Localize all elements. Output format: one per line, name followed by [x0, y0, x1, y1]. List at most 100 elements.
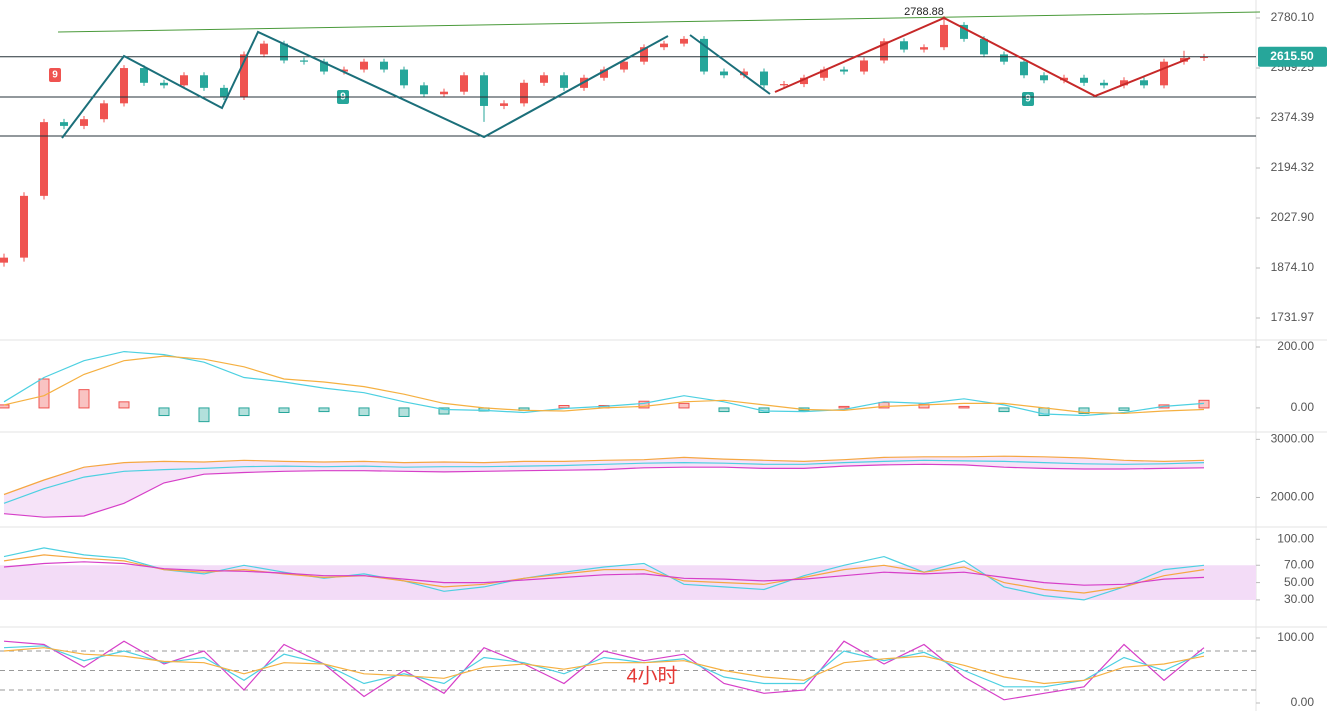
candle-body: [860, 60, 868, 72]
macd-bar: [1078, 407, 1090, 414]
indicator-line: [3, 355, 1205, 415]
y-tick-label: 2780.10: [1271, 10, 1315, 24]
y-tick-label: 70.00: [1284, 557, 1314, 571]
candle-body: [700, 38, 708, 72]
candle-body: [180, 75, 188, 86]
candle-body: [420, 85, 428, 95]
macd-bar: [678, 402, 690, 409]
candle-body: [540, 75, 548, 83]
macd-bar: [998, 407, 1010, 413]
trend-drawings: [0, 11, 1261, 139]
indicator-line: [3, 645, 1205, 688]
y-tick-label: 200.00: [1277, 339, 1314, 353]
candle-body: [1100, 82, 1108, 86]
candle-body: [800, 77, 808, 85]
indicator-line: [3, 459, 1205, 504]
candle-body: [960, 24, 968, 39]
y-tick-label: 2374.39: [1271, 110, 1315, 124]
candle-body: [740, 71, 748, 76]
macd-bar: [558, 404, 570, 409]
candle-body: [660, 43, 668, 48]
candle-body: [1000, 54, 1008, 62]
candle-body: [980, 38, 988, 55]
indicator-line: [3, 561, 1205, 586]
macd-bar: [958, 405, 970, 409]
y-tick-label: 0.00: [1291, 695, 1315, 709]
y-tick-label: 30.00: [1284, 592, 1314, 606]
candle-body: [360, 61, 368, 70]
candle-body: [100, 103, 108, 120]
macd-bar: [78, 389, 90, 409]
macd-bar: [278, 407, 290, 414]
y-tick-label: 50.00: [1284, 575, 1314, 589]
macd-bar: [918, 403, 930, 409]
macd-bar: [198, 407, 210, 423]
y-tick-label: 100.00: [1277, 531, 1314, 545]
candle-body: [0, 257, 8, 263]
candle-body: [20, 195, 28, 258]
candle-body: [500, 103, 508, 106]
y-tick-label: 100.00: [1277, 630, 1314, 644]
candle-body: [480, 75, 488, 106]
td-marker-box: [49, 68, 61, 82]
candle-body: [220, 87, 228, 97]
candle-body: [120, 68, 128, 104]
candle-body: [560, 75, 568, 88]
candle-body: [900, 41, 908, 50]
indicator-line: [3, 547, 1205, 601]
candle-body: [600, 69, 608, 78]
candle-body: [440, 91, 448, 95]
price-tag-label: 2615.50: [1270, 49, 1314, 63]
candle-body: [380, 61, 388, 70]
candle-body: [1120, 80, 1128, 86]
candle-body: [140, 68, 148, 83]
candle-body: [620, 61, 628, 70]
high-annotation: 2788.88: [904, 6, 944, 18]
candle-body: [60, 122, 68, 126]
td-marker-box: [1022, 92, 1034, 106]
candle-body: [280, 43, 288, 61]
candle-body: [300, 60, 308, 62]
y-tick-label: 3000.00: [1271, 432, 1315, 446]
candle-body: [160, 82, 168, 86]
indicator-line: [3, 640, 1205, 701]
candle-body: [840, 69, 848, 72]
macd-bar: [318, 407, 330, 413]
candle-body: [520, 82, 528, 104]
macd-bar: [158, 407, 170, 417]
candle-body: [640, 47, 648, 62]
band-fill: [0, 565, 1256, 600]
candle-body: [720, 71, 728, 76]
indicator-line: [3, 647, 1205, 685]
candle-body: [1200, 56, 1208, 59]
watermark: 4小时: [626, 664, 677, 687]
y-tick-label: 2000.00: [1271, 490, 1315, 504]
candle-body: [400, 69, 408, 86]
candle-body: [240, 54, 248, 97]
candle-body: [1140, 80, 1148, 86]
macd-bar: [358, 407, 370, 417]
candle-body: [880, 41, 888, 61]
candle-body: [1020, 61, 1028, 76]
macd-bar: [1118, 407, 1130, 411]
candle-body: [920, 47, 928, 50]
y-tick-label: 0.00: [1291, 400, 1315, 414]
macd-bar: [438, 407, 450, 415]
indicator-line: [3, 350, 1205, 417]
td-marker: 9: [52, 70, 58, 81]
candle-body: [1160, 61, 1168, 86]
y-tick-label: 1731.97: [1271, 310, 1315, 324]
candle-body: [1080, 77, 1088, 83]
candle-body: [80, 119, 88, 126]
macd-bar: [878, 401, 890, 409]
macd-bar: [118, 401, 130, 409]
y-tick-label: 2194.32: [1271, 160, 1315, 174]
td-marker: 9: [1025, 94, 1031, 105]
price-tag: [1258, 46, 1327, 67]
candle-body: [780, 84, 788, 86]
macd-bar: [238, 407, 250, 417]
candle-body: [340, 69, 348, 72]
candle-body: [760, 71, 768, 86]
